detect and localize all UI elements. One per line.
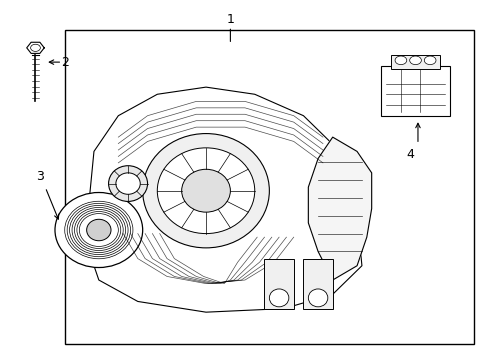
Ellipse shape <box>410 56 421 64</box>
Polygon shape <box>308 137 372 280</box>
Polygon shape <box>27 42 44 53</box>
Polygon shape <box>89 87 362 312</box>
FancyBboxPatch shape <box>381 66 450 116</box>
Ellipse shape <box>109 166 147 202</box>
Ellipse shape <box>182 169 230 212</box>
FancyBboxPatch shape <box>391 55 440 69</box>
Ellipse shape <box>157 148 255 234</box>
Text: 1: 1 <box>226 13 234 26</box>
Ellipse shape <box>116 173 140 194</box>
Ellipse shape <box>143 134 270 248</box>
Text: 2: 2 <box>61 55 69 69</box>
Text: 4: 4 <box>407 148 415 162</box>
Ellipse shape <box>424 56 436 64</box>
FancyBboxPatch shape <box>265 258 294 309</box>
Text: 3: 3 <box>36 170 44 183</box>
Ellipse shape <box>55 193 143 267</box>
Ellipse shape <box>395 56 407 64</box>
FancyBboxPatch shape <box>65 30 474 344</box>
Ellipse shape <box>87 219 111 241</box>
Ellipse shape <box>308 289 328 307</box>
Ellipse shape <box>270 289 289 307</box>
FancyBboxPatch shape <box>303 258 333 309</box>
